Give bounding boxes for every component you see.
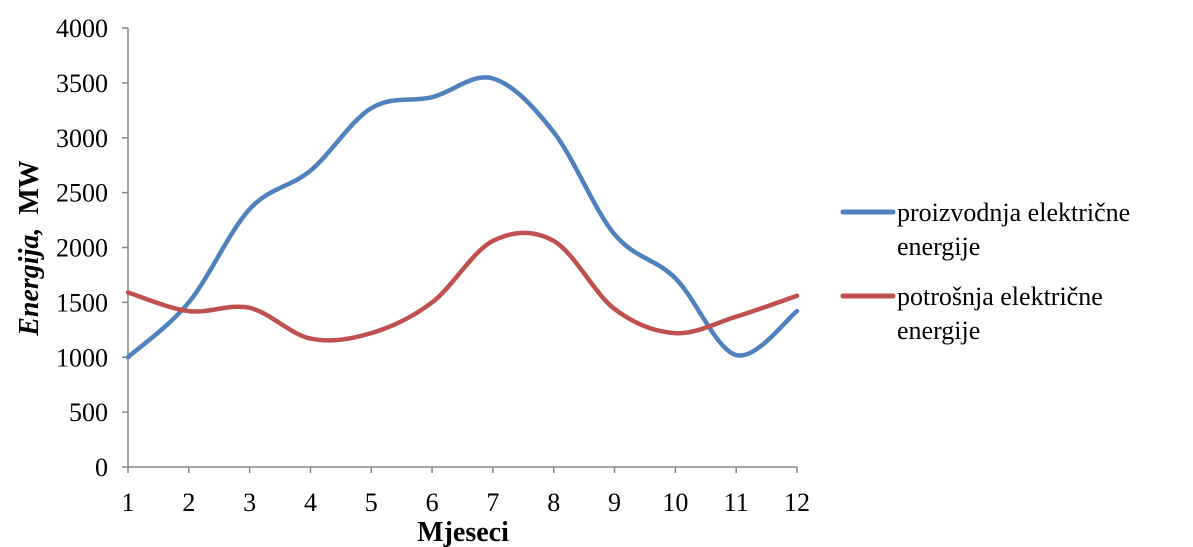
x-tick-label: 1 — [122, 488, 135, 517]
y-tick-label: 1000 — [56, 343, 108, 372]
x-ticks: 1 2 3 4 5 6 7 8 9 10 11 12 — [122, 467, 810, 517]
legend-label-consumption-line1: potrošnja električne — [897, 282, 1103, 311]
x-tick-label: 10 — [662, 488, 688, 517]
x-tick-label: 8 — [547, 488, 560, 517]
y-tick-label: 0 — [95, 453, 108, 482]
x-tick-label: 2 — [182, 488, 195, 517]
axes — [127, 28, 797, 468]
series-lines — [125, 75, 800, 360]
x-tick-label: 6 — [426, 488, 439, 517]
y-axis-title: Energija, MW — [14, 160, 45, 337]
series-line-consumption — [125, 230, 800, 343]
y-tick-label: 2000 — [56, 234, 108, 263]
x-tick-label: 11 — [724, 488, 749, 517]
y-tick-label: 4000 — [56, 14, 108, 43]
legend-label-consumption-line2: energije — [897, 316, 980, 345]
y-tick-label: 1500 — [56, 288, 108, 317]
legend-label-production-line1: proizvodnja električne — [897, 198, 1130, 227]
x-tick-label: 3 — [243, 488, 256, 517]
y-tick-label: 3000 — [56, 124, 108, 153]
legend-label-production-line2: energije — [897, 232, 980, 261]
legend-item-production: proizvodnja električne energije — [840, 198, 1130, 261]
x-tick-label: 12 — [784, 488, 810, 517]
y-axis-title-unit: MW — [14, 160, 45, 214]
y-axis-title-italic: Energija, — [14, 228, 45, 337]
x-tick-label: 5 — [365, 488, 378, 517]
legend: proizvodnja električne energije potrošnj… — [840, 198, 1130, 345]
y-tick-label: 500 — [69, 398, 108, 427]
x-tick-label: 4 — [304, 488, 317, 517]
x-tick-label: 7 — [486, 488, 499, 517]
y-ticks: 0 500 1000 1500 2000 2500 3000 3500 4000 — [56, 14, 128, 482]
x-axis-title: Mjeseci — [417, 517, 509, 547]
series-line-production — [125, 75, 800, 360]
x-tick-label: 9 — [608, 488, 621, 517]
legend-item-consumption: potrošnja električne energije — [840, 282, 1103, 345]
y-tick-label: 2500 — [56, 179, 108, 208]
y-tick-label: 3500 — [56, 69, 108, 98]
